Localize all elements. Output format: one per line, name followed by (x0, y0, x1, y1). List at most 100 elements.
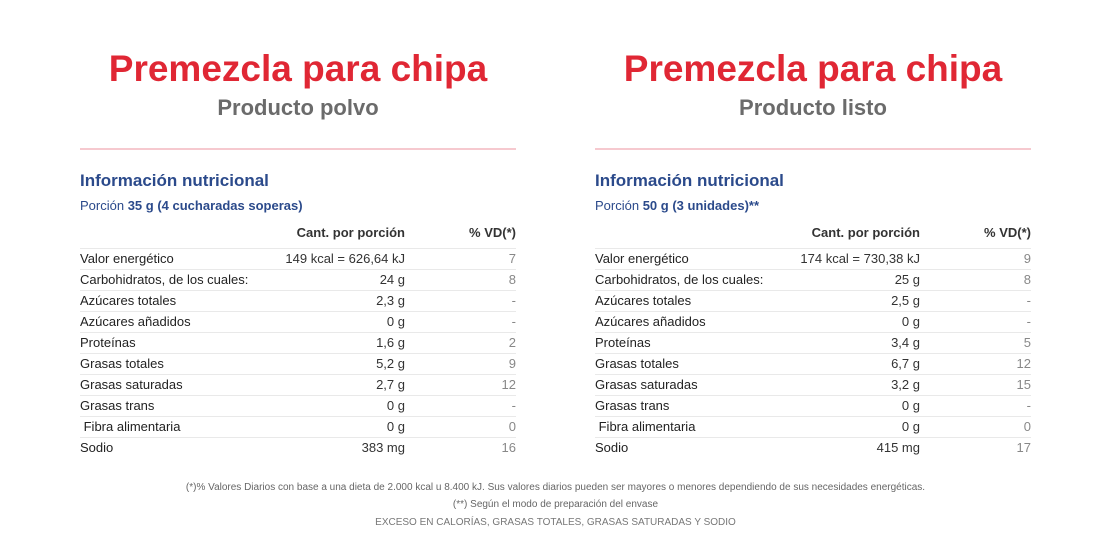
nutrient-quantity: 415 mg (876, 440, 920, 455)
table-row: Sodio 415 mg 17 (595, 437, 1031, 458)
table-row: Valor energético 149 kcal = 626,64 kJ 7 (80, 248, 516, 269)
nutrient-daily-value: 16 (501, 440, 516, 455)
footnote-preparation: (**) Según el modo de preparación del en… (452, 499, 659, 510)
nutrient-daily-value: - (511, 398, 516, 413)
table-row: Proteínas 1,6 g 2 (80, 332, 516, 353)
product-title: Premezcla para chipa (108, 48, 488, 89)
warning-text: EXCESO EN CALORÍAS, GRASAS TOTALES, GRAS… (375, 517, 736, 528)
table-row: Carbohidratos, de los cuales: 25 g 8 (595, 269, 1031, 290)
table-row: Azúcares añadidos 0 g - (595, 311, 1031, 332)
nutrient-daily-value: 0 (1023, 419, 1031, 434)
nutrient-quantity: 24 g (379, 272, 405, 287)
nutrient-daily-value: 8 (508, 272, 516, 287)
nutrient-daily-value: 12 (501, 377, 516, 392)
nutrient-name: Proteínas (595, 335, 651, 350)
nutrient-daily-value: 5 (1023, 335, 1031, 350)
nutrient-name: Azúcares totales (595, 293, 692, 308)
nutrient-daily-value: 0 (508, 419, 516, 434)
nutrient-quantity: 2,5 g (891, 293, 920, 308)
nutrient-quantity: 3,2 g (891, 377, 920, 392)
nutrient-daily-value: - (1026, 293, 1031, 308)
nutrient-name: Valor energético (80, 251, 174, 266)
nutrient-daily-value: 17 (1016, 440, 1031, 455)
product-title: Premezcla para chipa (623, 48, 1003, 89)
table-row: Fibra alimentaria 0 g 0 (80, 416, 516, 437)
nutrient-daily-value: 9 (1023, 251, 1031, 266)
nutrient-name: Fibra alimentaria (80, 419, 181, 434)
nutrient-daily-value: 8 (1023, 272, 1031, 287)
portion-value: 50 g (3 unidades)** (642, 198, 760, 213)
nutrient-quantity: 0 g (386, 398, 405, 413)
nutrient-daily-value: - (1026, 398, 1031, 413)
table-row: Azúcares totales 2,3 g - (80, 290, 516, 311)
nutrient-name: Sodio (80, 440, 114, 455)
nutrient-quantity: 1,6 g (376, 335, 405, 350)
divider (80, 148, 516, 150)
portion-value: 35 g (4 cucharadas soperas) (127, 198, 303, 213)
nutrient-name: Valor energético (595, 251, 689, 266)
table-row: Valor energético 174 kcal = 730,38 kJ 9 (595, 248, 1031, 269)
nutrient-quantity: 0 g (386, 419, 405, 434)
nutrient-name: Fibra alimentaria (595, 419, 696, 434)
portion-line: Porción 50 g (3 unidades)** (595, 198, 759, 214)
product-subtitle: Producto listo (739, 95, 887, 120)
divider (595, 148, 1031, 150)
nutrient-name: Azúcares añadidos (80, 314, 191, 329)
nutrient-quantity: 25 g (894, 272, 920, 287)
nutrition-heading: Información nutricional (595, 171, 784, 190)
nutrient-quantity: 3,4 g (891, 335, 920, 350)
nutrient-name: Sodio (595, 440, 629, 455)
nutrient-quantity: 0 g (901, 419, 920, 434)
table-row: Azúcares totales 2,5 g - (595, 290, 1031, 311)
table-row: Proteínas 3,4 g 5 (595, 332, 1031, 353)
nutrient-quantity: 0 g (901, 314, 920, 329)
table-row: Grasas saturadas 2,7 g 12 (80, 374, 516, 395)
column-header-qty: Cant. por porción (811, 225, 920, 240)
table-row: Grasas totales 6,7 g 12 (595, 353, 1031, 374)
nutrient-name: Grasas trans (595, 398, 670, 413)
table-row: Grasas trans 0 g - (80, 395, 516, 416)
nutrient-name: Azúcares totales (80, 293, 177, 308)
footnote-daily-values: (*)% Valores Diarios con base a una diet… (185, 482, 926, 493)
table-row: Fibra alimentaria 0 g 0 (595, 416, 1031, 437)
nutrient-quantity: 0 g (901, 398, 920, 413)
nutrient-name: Grasas totales (595, 356, 679, 371)
nutrient-name: Grasas trans (80, 398, 155, 413)
nutrient-daily-value: 12 (1016, 356, 1031, 371)
column-header-qty: Cant. por porción (296, 225, 405, 240)
nutrient-quantity: 2,3 g (376, 293, 405, 308)
portion-line: Porción 35 g (4 cucharadas soperas) (80, 198, 303, 214)
product-subtitle: Producto polvo (217, 95, 379, 120)
nutrient-daily-value: 2 (508, 335, 516, 350)
nutrient-daily-value: - (511, 293, 516, 308)
nutrient-daily-value: 15 (1016, 377, 1031, 392)
nutrition-table: Valor energético 149 kcal = 626,64 kJ 7 Car… (80, 248, 516, 458)
nutrient-name: Grasas totales (80, 356, 164, 371)
nutrient-daily-value: 9 (508, 356, 516, 371)
nutrient-daily-value: - (511, 314, 516, 329)
nutrition-heading: Información nutricional (80, 171, 269, 190)
column-header-vd: % VD(*) (984, 225, 1031, 240)
nutrient-quantity: 383 mg (361, 440, 405, 455)
nutrient-quantity: 149 kcal = 626,64 kJ (285, 251, 405, 266)
nutrient-daily-value: - (1026, 314, 1031, 329)
table-row: Carbohidratos, de los cuales: 24 g 8 (80, 269, 516, 290)
table-row: Azúcares añadidos 0 g - (80, 311, 516, 332)
nutrient-quantity: 0 g (386, 314, 405, 329)
table-row: Grasas saturadas 3,2 g 15 (595, 374, 1031, 395)
nutrition-table: Valor energético 174 kcal = 730,38 kJ 9 Car… (595, 248, 1031, 458)
nutrient-daily-value: 7 (508, 251, 516, 266)
nutrient-name: Grasas saturadas (80, 377, 183, 392)
nutrient-name: Azúcares añadidos (595, 314, 706, 329)
portion-label: Porción (595, 198, 643, 213)
nutrient-name: Proteínas (80, 335, 136, 350)
nutrient-quantity: 2,7 g (376, 377, 405, 392)
nutrient-quantity: 174 kcal = 730,38 kJ (800, 251, 920, 266)
nutrient-name: Carbohidratos, de los cuales: (595, 272, 764, 287)
column-header-vd: % VD(*) (469, 225, 516, 240)
nutrient-quantity: 6,7 g (891, 356, 920, 371)
nutrient-name: Grasas saturadas (595, 377, 698, 392)
table-row: Sodio 383 mg 16 (80, 437, 516, 458)
portion-label: Porción (80, 198, 128, 213)
table-row: Grasas totales 5,2 g 9 (80, 353, 516, 374)
